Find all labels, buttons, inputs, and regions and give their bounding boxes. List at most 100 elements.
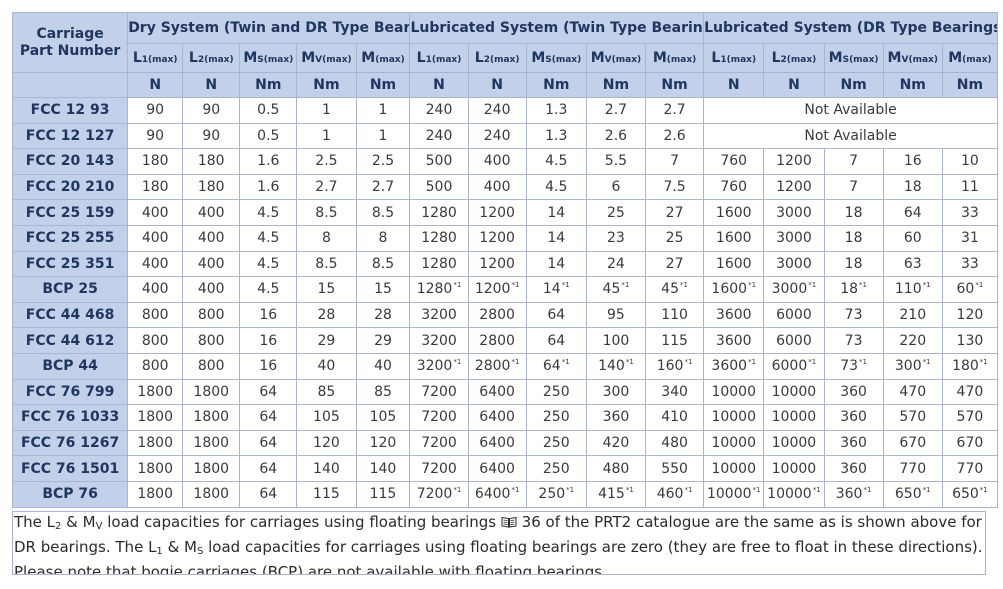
value-text: 40 [374, 358, 392, 375]
unit-header: Nm [823, 72, 884, 98]
value-text: 110 [661, 307, 688, 324]
value-cell: 10000 [703, 455, 765, 482]
column-header-main: M [652, 50, 667, 66]
value-cell: 480 [645, 429, 705, 457]
value-text: 2.5 [371, 153, 395, 170]
value-cell: 400 [467, 173, 527, 201]
table-header: Carriage Part Number Dry System (Twin and… [11, 12, 999, 98]
value-text: 400 [197, 204, 225, 221]
value-text: 1200 [776, 153, 812, 170]
reference-mark: *1 [453, 281, 462, 290]
reference-mark: *1 [748, 358, 757, 367]
column-header-max: (max) [666, 55, 697, 65]
value-cell: 800 [127, 327, 184, 354]
value-text: 250 [542, 435, 570, 452]
value-cell: 1200 [763, 148, 825, 175]
value-cell: 3200*1 [409, 352, 469, 380]
value-text: 10000 [711, 383, 756, 400]
value-text: 7200 [421, 383, 457, 400]
column-header: L2(max) [467, 43, 527, 73]
value-text: 2.5 [315, 153, 338, 170]
table-body: FCC 12 93 90 90 0.5 1 1 240 240 1.3 2.7 2.7 Not Ava… [11, 97, 999, 508]
value-cell: 10 [941, 148, 999, 175]
value-text: 29 [317, 332, 336, 349]
value-cell: 2.7 [645, 97, 705, 124]
value-text: 570 [956, 409, 984, 426]
value-text: 1280 [421, 230, 457, 247]
column-header-main: M [361, 50, 376, 66]
value-text: 400 [483, 153, 511, 170]
value-text: 85 [317, 383, 336, 400]
value-cell: 73 [823, 301, 884, 329]
reference-mark: *1 [979, 358, 988, 367]
value-cell: 800 [127, 301, 184, 329]
note-text-5: & M [162, 538, 197, 556]
value-cell: 1.3 [525, 122, 587, 150]
value-text: 1800 [137, 486, 173, 503]
column-header-subscript: 2 [197, 55, 205, 65]
value-cell: 480 [585, 455, 647, 482]
reference-mark: *1 [808, 281, 817, 290]
value-text: 570 [899, 409, 927, 426]
column-header-max: (max) [375, 55, 405, 65]
value-cell: 120 [941, 301, 999, 329]
value-cell: 16 [882, 148, 943, 175]
value-text: 800 [141, 307, 169, 324]
value-cell: 2.7 [355, 173, 411, 201]
value-text: 15 [374, 281, 392, 298]
value-cell: 760 [703, 173, 765, 201]
value-cell: 160*1 [645, 352, 705, 380]
value-cell: 670 [941, 429, 999, 457]
value-cell: 1280 [409, 199, 469, 226]
value-cell: 180*1 [941, 352, 999, 380]
value-text: 1.3 [545, 127, 568, 144]
value-text: 1 [321, 127, 331, 144]
value-text: 240 [425, 102, 453, 119]
value-cell: 8.5 [296, 250, 357, 278]
value-cell: 10000*1 [763, 480, 825, 508]
value-cell: 4.5 [525, 173, 587, 201]
value-text: 1600 [715, 230, 752, 247]
value-cell: 115 [355, 480, 411, 508]
value-cell: 90 [182, 97, 241, 124]
value-cell: 7 [823, 173, 884, 201]
value-cell: 360 [823, 378, 884, 406]
column-header-main: L [474, 50, 484, 66]
value-text: 670 [899, 435, 927, 452]
value-cell: 45*1 [585, 276, 647, 303]
value-cell: 180 [182, 173, 241, 201]
value-text: 10000 [711, 435, 756, 452]
value-text: 1800 [137, 460, 173, 477]
column-header-main: M [590, 50, 605, 66]
value-cell: 10000 [763, 404, 825, 431]
column-header-main: L [771, 50, 781, 66]
unit-header: Nm [355, 72, 411, 98]
value-cell: 770 [941, 455, 999, 482]
value-cell: 800 [182, 327, 241, 354]
value-text: 2.7 [371, 179, 395, 196]
value-text: 64 [259, 460, 278, 477]
value-text: 6400 [479, 435, 515, 452]
value-text: 105 [369, 409, 397, 426]
value-text: 64 [259, 409, 278, 426]
value-text: 1 [378, 127, 388, 144]
value-text: 1800 [137, 383, 173, 400]
value-cell: 8.5 [355, 250, 411, 278]
value-text: 10000 [767, 486, 812, 503]
value-cell: 18 [823, 199, 884, 226]
value-cell: 110*1 [882, 276, 943, 303]
part-number-cell: BCP 25 [11, 276, 129, 303]
value-text: 1.3 [545, 102, 568, 119]
value-text: 650 [894, 486, 922, 503]
column-header-main: M [531, 50, 546, 66]
value-cell: 73 [823, 327, 884, 354]
value-cell: 7.5 [645, 173, 705, 201]
column-header: L1(max) [127, 43, 184, 73]
value-cell: 250 [525, 378, 587, 406]
table-row: FCC 76 1033 1800 1800 64 105 105 7200 6400 250 36… [11, 404, 999, 431]
value-text: 180 [197, 153, 225, 170]
value-cell: 16 [239, 352, 298, 380]
value-cell: 8 [296, 224, 357, 252]
value-text: 28 [317, 307, 336, 324]
value-text: 6400 [479, 460, 515, 477]
